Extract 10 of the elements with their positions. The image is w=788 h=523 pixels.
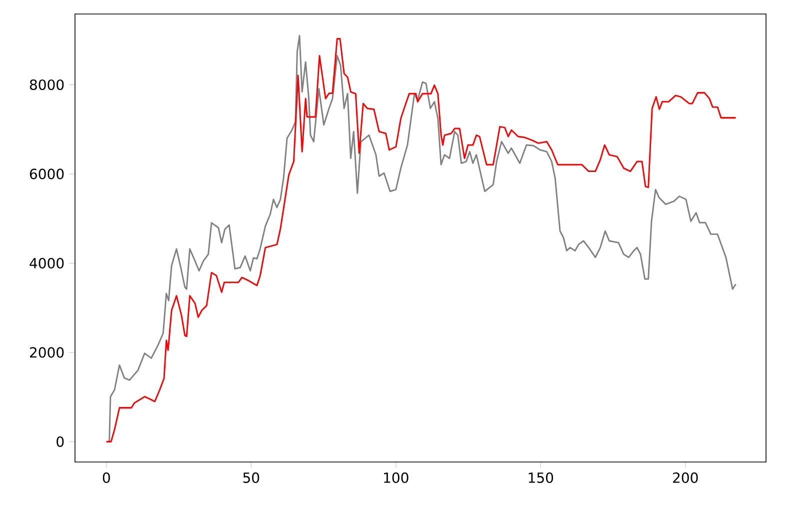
x-tick-label: 200 [673,472,698,483]
y-tick-label: 2000 [30,347,64,358]
x-tick-label: 50 [243,472,260,483]
x-tick-label: 0 [102,472,110,483]
y-tick-label: 6000 [30,168,64,180]
y-tick-label: 0 [56,436,64,447]
x-tick-label: 150 [528,472,554,483]
x-tick-label: 100 [384,472,408,483]
y-tick-label: 4000 [30,258,64,268]
y-tick-label: 8000 [30,79,64,90]
